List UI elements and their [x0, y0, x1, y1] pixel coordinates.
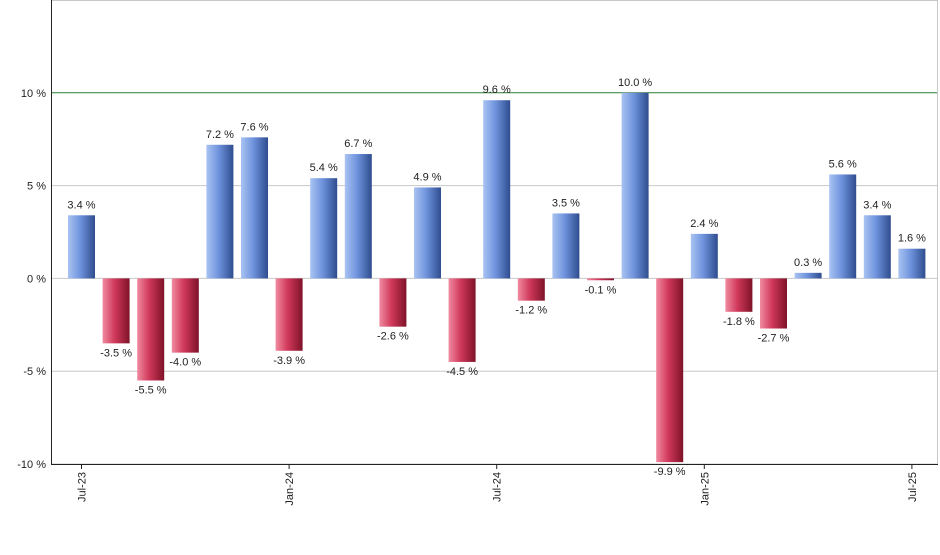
- data-label: 7.2 %: [206, 129, 234, 141]
- data-label: 5.6 %: [829, 158, 857, 170]
- bar: [725, 278, 753, 312]
- bar: [656, 278, 684, 463]
- data-label: 3.4 %: [67, 199, 95, 211]
- data-label: 3.4 %: [863, 199, 891, 211]
- bar: [171, 278, 199, 353]
- bar: [344, 154, 372, 279]
- bar: [275, 278, 303, 351]
- data-label: 2.4 %: [690, 218, 718, 230]
- bar: [863, 215, 891, 279]
- bar: [690, 233, 718, 279]
- bar: [587, 278, 614, 281]
- data-label: -2.7 %: [758, 333, 790, 345]
- data-label: 1.6 %: [898, 233, 926, 245]
- data-label: 10.0 %: [618, 77, 652, 89]
- bar: [621, 92, 649, 279]
- data-label: 7.6 %: [240, 121, 268, 133]
- bar: [794, 272, 822, 279]
- data-label: 0.3 %: [794, 257, 822, 269]
- bar: [102, 278, 130, 344]
- bar: [552, 213, 580, 279]
- data-label: -1.2 %: [515, 305, 547, 317]
- data-label: -9.9 %: [654, 466, 686, 478]
- data-label: -3.5 %: [100, 347, 132, 359]
- bar: [206, 144, 234, 279]
- bars: [68, 92, 926, 463]
- y-tick-label: 5 %: [27, 181, 46, 193]
- data-label: -1.8 %: [723, 316, 755, 328]
- data-label: 4.9 %: [413, 171, 441, 183]
- data-label: 6.7 %: [344, 138, 372, 150]
- x-tick-label: Jul-24: [492, 472, 504, 502]
- bar: [448, 278, 476, 362]
- data-labels: 3.4 % -3.5 % -5.5 % -4.0 % 7.2 % 7.6 % -3.9 % 5…: [67, 77, 926, 478]
- y-tick-label: 0 %: [27, 273, 46, 285]
- bar: [898, 248, 926, 279]
- axes: 10 % 5 % 0 % -5 % -10 % Jul-23 Jan-24 Jul-24 Jan…: [17, 0, 938, 506]
- data-label: -3.9 %: [273, 355, 305, 367]
- bar: [379, 278, 407, 327]
- bar: [137, 278, 165, 381]
- x-tick-label: Jul-25: [907, 472, 919, 502]
- bar: [414, 187, 441, 279]
- bar: [829, 174, 857, 279]
- data-label: 3.5 %: [552, 197, 580, 209]
- y-tick-label: 10 %: [21, 88, 46, 100]
- data-label: -4.0 %: [169, 357, 201, 369]
- data-label: 5.4 %: [310, 162, 338, 174]
- data-label: -5.5 %: [135, 384, 167, 396]
- data-label: -4.5 %: [446, 366, 478, 378]
- bar: [68, 215, 95, 279]
- x-tick-label: Jan-25: [699, 472, 711, 506]
- bar: [760, 278, 787, 329]
- y-tick-label: -5 %: [23, 366, 46, 378]
- data-label: 9.6 %: [483, 84, 511, 96]
- x-tick-label: Jul-23: [77, 472, 89, 502]
- bar: [483, 100, 511, 279]
- bar: [241, 137, 268, 279]
- y-tick-label: -10 %: [17, 459, 46, 471]
- data-label: -2.6 %: [377, 331, 409, 343]
- data-label: -0.1 %: [585, 284, 617, 296]
- bar: [310, 178, 338, 279]
- bar: [517, 278, 545, 301]
- x-tick-label: Jan-24: [284, 472, 296, 506]
